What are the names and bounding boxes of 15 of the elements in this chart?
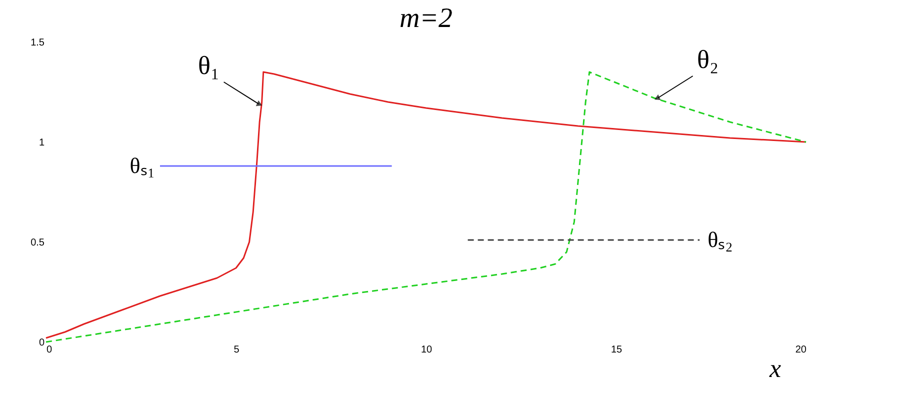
- series-label: θₛ₁: [130, 153, 155, 178]
- y-tick-label: 0: [38, 338, 45, 348]
- x-tick-label: 0: [46, 344, 52, 356]
- x-tick-label: 15: [610, 344, 622, 356]
- x-tick-label: 20: [795, 344, 807, 356]
- x-axis-title: x: [768, 354, 782, 383]
- annotation: θ₂: [697, 45, 719, 74]
- y-tick-label: 1: [38, 138, 45, 148]
- annotation: θ₁: [198, 51, 220, 80]
- y-tick-label: 0.5: [30, 238, 45, 248]
- y-tick-label: 1.5: [30, 38, 45, 48]
- x-tick-label: 5: [234, 344, 240, 356]
- series-label: θₛ₂: [708, 227, 733, 252]
- chart-title: m=2: [399, 3, 453, 34]
- x-tick-label: 10: [420, 344, 432, 356]
